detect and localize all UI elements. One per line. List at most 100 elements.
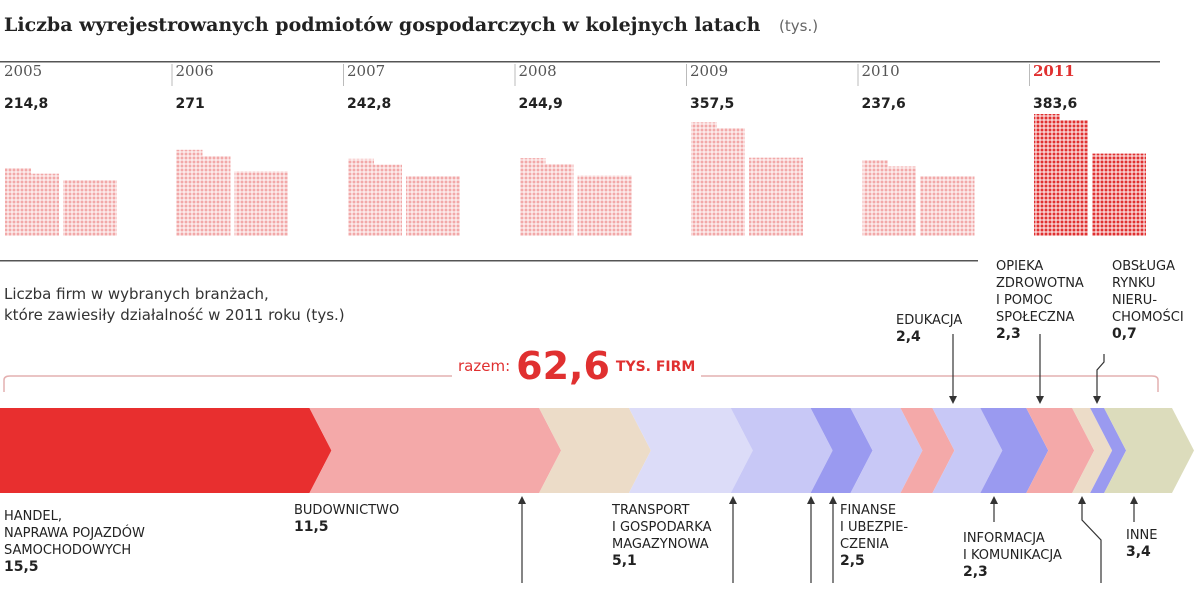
sector-label: OBSŁUGA RYNKU NIERU- CHOMOŚCI 0,7 [1112, 258, 1184, 343]
sector-caption-line1: Liczba firm w wybranych branżach, [4, 285, 269, 303]
year-bar-step [717, 128, 745, 236]
section-rule [0, 260, 978, 262]
total-label-prefix: razem: [458, 357, 511, 375]
year-bar [348, 158, 374, 236]
sector-name: NAPRAWA POJAZDÓW [4, 526, 145, 541]
sector-label: TRANSPORT I GOSPODARKA MAGAZYNOWA 5,1 [612, 502, 712, 570]
sector-segment [628, 408, 753, 493]
sector-value: 2,3 [963, 564, 988, 580]
total-value: 62,6 [516, 344, 610, 388]
year-label: 2010 [861, 62, 900, 80]
sector-value: 15,5 [4, 559, 39, 575]
year-bar-secondary [234, 171, 289, 236]
sector-name: EDUKACJA [896, 313, 963, 328]
sector-name: HANDEL, [4, 509, 62, 524]
sector-segment [980, 408, 1049, 493]
sector-value: 2,5 [840, 553, 865, 569]
sector-label: OPIEKA ZDROWOTNA I POMOC SPOŁECZNA 2,3 [996, 258, 1084, 343]
year-value: 383,6 [1033, 96, 1078, 112]
sector-segment [0, 408, 332, 493]
sector-name: INFORMACJA [963, 531, 1045, 546]
year-separator [514, 64, 516, 86]
year-bar [176, 149, 203, 236]
sector-arrowhead [949, 396, 957, 404]
sector-value: 0,7 [1112, 326, 1137, 342]
sector-label: EDUKACJA 2,4 [896, 312, 962, 346]
sector-arrow [1081, 502, 1102, 583]
sector-arrowhead [829, 496, 837, 504]
sector-name: SAMOCHODOWYCH [4, 543, 132, 558]
year-label: 2006 [175, 62, 214, 80]
year-column-2007: 2007 242,8 [343, 58, 515, 238]
year-column-2011: 2011 383,6 [1029, 58, 1200, 238]
year-separator [343, 64, 344, 86]
sector-label: HANDEL, NAPRAWA POJAZDÓW SAMOCHODOWYCH 15,5 [4, 508, 145, 576]
sector-name: MAGAZYNOWA [612, 537, 709, 552]
sector-segment [730, 408, 833, 493]
year-label: 2005 [4, 62, 43, 80]
year-separator [857, 64, 859, 86]
sector-value: 2,4 [896, 329, 921, 345]
sector-value: 3,4 [1126, 544, 1151, 560]
year-label: 2008 [518, 62, 557, 80]
year-bar-secondary [1092, 153, 1146, 236]
sector-caption-line2: które zawiesiły działalność w 2011 roku … [4, 306, 345, 324]
year-bar-secondary [577, 175, 632, 236]
year-bar-step [888, 166, 917, 236]
sector-segment [309, 408, 562, 493]
top-rule [0, 61, 1160, 63]
sector-segment [1072, 408, 1113, 493]
year-value: 237,6 [861, 96, 906, 112]
year-bar [519, 158, 546, 236]
year-bar-step [202, 155, 231, 236]
sector-arrowhead [1036, 396, 1044, 404]
year-separator [686, 64, 687, 86]
year-value: 214,8 [4, 96, 49, 112]
chart-title-text: Liczba wyrejestrowanych podmiotów gospod… [4, 14, 761, 36]
year-bar-secondary [749, 157, 803, 236]
year-bar [862, 160, 889, 236]
sector-name: OBSŁUGA [1112, 259, 1175, 274]
sector-segment [539, 408, 651, 493]
sector-name: RYNKU [1112, 276, 1156, 291]
year-label: 2009 [690, 62, 729, 80]
year-separator [171, 64, 173, 86]
sector-arrowhead [1093, 396, 1101, 404]
sector-arrowhead [729, 496, 737, 504]
year-bar-step [374, 164, 402, 236]
sector-name: SPOŁECZNA [996, 310, 1075, 325]
sector-segment [1026, 408, 1095, 493]
year-column-2005: 2005 214,8 [0, 58, 172, 238]
sector-arrowhead [518, 496, 526, 504]
sector-segment [1104, 408, 1194, 493]
sector-name: ZDROWOTNA [996, 276, 1084, 291]
year-bar [691, 122, 717, 236]
sector-name: CZENIA [840, 537, 889, 552]
sector-name: I POMOC [996, 293, 1053, 308]
sector-name: I GOSPODARKA [612, 520, 712, 535]
sector-label: INNE 3,4 [1126, 527, 1158, 561]
year-value: 271 [175, 96, 205, 112]
sector-label: INFORMACJA I KOMUNIKACJA 2,3 [963, 530, 1062, 581]
chart-title: Liczba wyrejestrowanych podmiotów gospod… [4, 14, 818, 36]
year-bar-secondary [63, 180, 117, 236]
sector-segment [900, 408, 955, 493]
sector-segment [810, 408, 873, 493]
year-value: 244,9 [518, 96, 563, 112]
sector-name: OPIEKA [996, 259, 1044, 274]
year-value: 242,8 [347, 96, 392, 112]
sector-arrow [1096, 354, 1105, 398]
total-label: razem: 62,6 TYS. FIRM [452, 344, 702, 388]
sector-name: BUDOWNICTWO [294, 503, 400, 518]
year-column-2010: 2010 237,6 [858, 58, 1030, 238]
sector-value: 5,1 [612, 553, 637, 569]
year-bar-secondary [920, 176, 975, 236]
sector-value: 11,5 [294, 519, 329, 535]
year-label: 2007 [347, 62, 386, 80]
year-column-2009: 2009 357,5 [686, 58, 858, 238]
sector-value: 2,3 [996, 326, 1021, 342]
sector-caption: Liczba firm w wybranych branżach, które … [4, 284, 345, 326]
sector-label: FINANSE I UBEZPIE- CZENIA 2,5 [840, 502, 908, 570]
sector-arrowhead [1130, 496, 1138, 504]
